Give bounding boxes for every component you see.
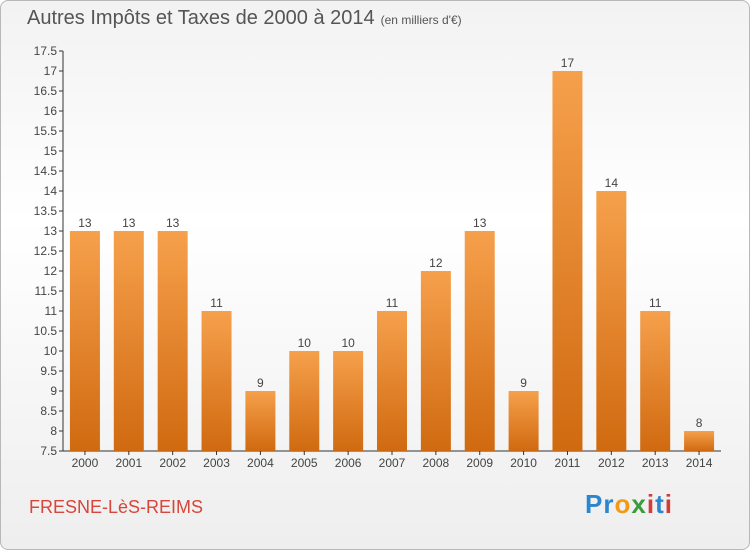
- x-tick-label: 2006: [335, 456, 362, 470]
- bar-value-label: 13: [166, 216, 180, 230]
- y-tick-label: 15.5: [34, 124, 58, 138]
- y-tick-label: 13.5: [34, 204, 58, 218]
- bar-2005: [289, 351, 320, 451]
- bar-2013: [640, 311, 671, 451]
- bar-2008: [420, 271, 451, 451]
- y-tick-label: 8: [50, 424, 57, 438]
- bar-value-label: 13: [122, 216, 136, 230]
- bar-value-label: 10: [341, 336, 355, 350]
- logo-letter: r: [603, 489, 615, 519]
- logo-letter: o: [614, 489, 632, 519]
- bar-value-label: 11: [649, 296, 662, 310]
- bar-2011: [552, 71, 583, 451]
- x-tick-label: 2001: [115, 456, 142, 470]
- chart-title: Autres Impôts et Taxes de 2000 à 2014 (en…: [27, 7, 462, 30]
- y-tick-label: 10.5: [34, 324, 58, 338]
- y-tick-label: 12: [44, 264, 58, 278]
- x-tick-label: 2008: [423, 456, 450, 470]
- bar-value-label: 8: [696, 416, 703, 430]
- x-tick-label: 2004: [247, 456, 274, 470]
- logo-letter: i: [646, 489, 656, 519]
- x-tick-label: 2005: [291, 456, 318, 470]
- bar-value-label: 11: [210, 296, 223, 310]
- bar-2006: [333, 351, 364, 451]
- bar-value-label: 9: [257, 376, 264, 390]
- y-tick-label: 11: [45, 304, 58, 318]
- x-tick-label: 2009: [466, 456, 493, 470]
- logo-letter: P: [585, 489, 604, 519]
- y-tick-label: 9.5: [40, 364, 57, 378]
- bar-2012: [596, 191, 627, 451]
- chart-title-text: Autres Impôts et Taxes de 2000 à 2014: [27, 7, 375, 29]
- y-tick-label: 15: [44, 144, 58, 158]
- y-tick-label: 12.5: [34, 244, 58, 258]
- x-tick-label: 2013: [642, 456, 669, 470]
- bar-value-label: 12: [429, 256, 443, 270]
- bar-2009: [464, 231, 495, 451]
- proxiti-logo: Proxiti: [585, 489, 673, 520]
- y-tick-label: 14.5: [34, 164, 58, 178]
- bar-2001: [113, 231, 144, 451]
- x-tick-label: 2011: [555, 456, 581, 470]
- bar-value-label: 10: [298, 336, 312, 350]
- y-tick-label: 9: [50, 384, 57, 398]
- bar-value-label: 9: [520, 376, 527, 390]
- bar-value-label: 11: [386, 296, 399, 310]
- x-tick-label: 2014: [686, 456, 713, 470]
- bar-2003: [201, 311, 232, 451]
- bar-value-label: 13: [78, 216, 92, 230]
- logo-letter: t: [655, 489, 665, 519]
- x-tick-label: 2012: [598, 456, 625, 470]
- bar-value-label: 13: [473, 216, 487, 230]
- bar-2014: [684, 431, 715, 451]
- y-tick-label: 13: [44, 224, 58, 238]
- y-tick-label: 11.5: [35, 284, 58, 298]
- x-tick-label: 2002: [159, 456, 186, 470]
- bar-2007: [377, 311, 407, 451]
- bar-2002: [157, 231, 188, 451]
- bar-value-label: 17: [561, 56, 575, 70]
- logo-letter: i: [664, 489, 673, 519]
- y-tick-label: 16: [44, 104, 58, 118]
- y-tick-label: 14: [44, 184, 58, 198]
- y-tick-label: 17.5: [34, 44, 58, 58]
- bar-2010: [508, 391, 539, 451]
- bar-value-label: 14: [605, 176, 619, 190]
- x-tick-label: 2007: [379, 456, 406, 470]
- location-name: FRESNE-LèS-REIMS: [29, 497, 204, 517]
- chart-unit: (en milliers d'€): [380, 13, 462, 27]
- y-tick-label: 8.5: [40, 404, 57, 418]
- y-tick-label: 10: [44, 344, 58, 358]
- x-tick-label: 2000: [72, 456, 99, 470]
- y-tick-label: 17: [44, 64, 58, 78]
- bar-2000: [69, 231, 100, 451]
- logo-letter: x: [631, 489, 647, 519]
- bar-2004: [245, 391, 276, 451]
- x-tick-label: 2010: [510, 456, 537, 470]
- bars: 13 13 13 11 9 10 10 11 12 13 9 17 14 11 8: [69, 56, 715, 451]
- x-tick-label: 2003: [203, 456, 230, 470]
- y-tick-label: 7.5: [40, 444, 57, 458]
- y-tick-label: 16.5: [34, 84, 58, 98]
